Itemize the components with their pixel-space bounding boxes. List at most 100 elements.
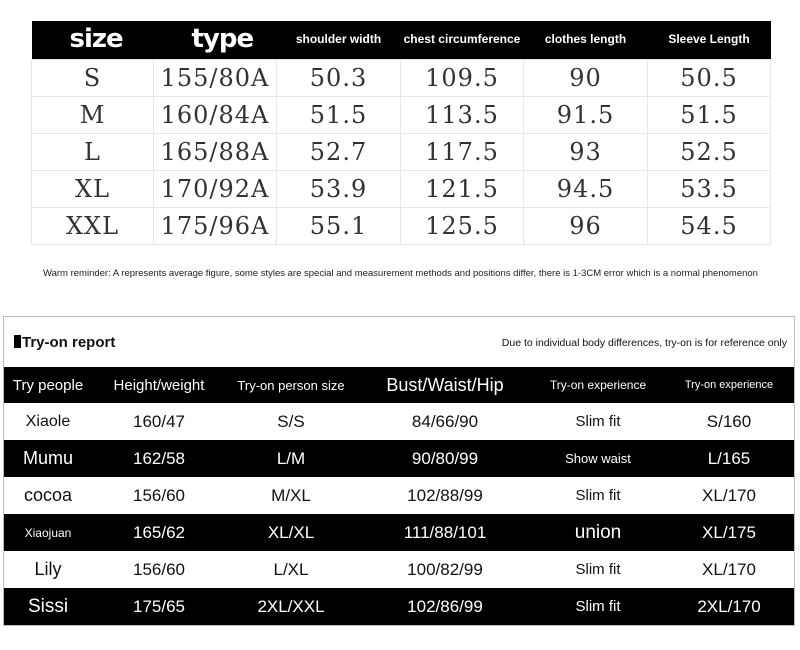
table-row: Sissi 175/65 2XL/XXL 102/86/99 Slim fit … (4, 588, 794, 625)
table-cell: 55.1 (276, 207, 401, 245)
table-cell: 96 (523, 207, 648, 245)
header-shoulder-width: shoulder width (276, 21, 401, 60)
table-cell: 51.5 (647, 96, 771, 134)
table-cell: Lily (4, 551, 92, 588)
header-chest-circumference: chest circumference (400, 21, 524, 60)
table-cell: 160/47 (92, 403, 226, 440)
report-header: Try-on report Due to individual body dif… (4, 317, 794, 367)
table-cell: 113.5 (400, 96, 524, 134)
table-row: Xiaole 160/47 S/S 84/66/90 Slim fit S/16… (4, 403, 794, 440)
table-cell: XL/XL (226, 514, 356, 551)
table-cell: 2XL/XXL (226, 588, 356, 625)
table-cell: Slim fit (534, 403, 662, 440)
table-cell: 93 (523, 133, 648, 171)
table-cell: 102/86/99 (356, 588, 534, 625)
table-cell: 91.5 (523, 96, 648, 134)
table-cell: S/S (226, 403, 356, 440)
table-row: Lily 156/60 L/XL 100/82/99 Slim fit XL/1… (4, 551, 794, 588)
table-cell: 50.3 (276, 59, 401, 97)
try-on-table: Try people Height/weight Try-on person s… (4, 367, 794, 625)
table-row: S 155/80A 50.3 109.5 90 50.5 (31, 59, 771, 97)
table-cell: 90 (523, 59, 648, 97)
table-cell: 155/80A (153, 59, 277, 97)
table-cell: 53.9 (276, 170, 401, 208)
table-cell: XL/175 (662, 514, 794, 551)
header-sleeve-length: Sleeve Length (647, 21, 771, 60)
table-cell: 94.5 (523, 170, 648, 208)
table-cell: XL/170 (662, 477, 794, 514)
table-cell: 2XL/170 (662, 588, 794, 625)
report-title: Try-on report (14, 334, 115, 351)
header-try-on-size: Try-on person size (226, 367, 356, 403)
table-cell: cocoa (4, 477, 92, 514)
table-row: XL 170/92A 53.9 121.5 94.5 53.5 (31, 170, 771, 208)
header-type: type (153, 21, 277, 60)
table-cell: Show waist (534, 440, 662, 477)
header-try-on-experience-2: Try-on experience (662, 367, 794, 403)
table-cell: 175/96A (153, 207, 277, 245)
table-row: XXL 175/96A 55.1 125.5 96 54.5 (31, 207, 771, 245)
table-row: M 160/84A 51.5 113.5 91.5 51.5 (31, 96, 771, 134)
warm-reminder-text: Warm reminder: A represents average figu… (43, 268, 758, 279)
table-cell: S/160 (662, 403, 794, 440)
try-on-header-row: Try people Height/weight Try-on person s… (4, 367, 794, 403)
table-cell: Xiaole (4, 403, 92, 440)
table-cell: 175/65 (92, 588, 226, 625)
table-row: L 165/88A 52.7 117.5 93 52.5 (31, 133, 771, 171)
table-cell: 117.5 (400, 133, 524, 171)
table-cell: XXL (31, 207, 154, 245)
table-cell: 52.5 (647, 133, 771, 171)
table-cell: XL (31, 170, 154, 208)
report-title-text: Try-on report (22, 334, 116, 351)
table-cell: 52.7 (276, 133, 401, 171)
bullet-icon (14, 335, 21, 348)
table-cell: 50.5 (647, 59, 771, 97)
size-chart-header-row: size type shoulder width chest circumfer… (31, 21, 771, 60)
table-cell: M (31, 96, 154, 134)
table-row: Mumu 162/58 L/M 90/80/99 Show waist L/16… (4, 440, 794, 477)
table-cell: L (31, 133, 154, 171)
table-cell: S (31, 59, 154, 97)
try-on-report: Try-on report Due to individual body dif… (3, 316, 795, 626)
table-cell: 100/82/99 (356, 551, 534, 588)
table-cell: Slim fit (534, 551, 662, 588)
report-note: Due to individual body differences, try-… (501, 337, 787, 349)
table-row: Xiaojuan 165/62 XL/XL 111/88/101 union X… (4, 514, 794, 551)
table-cell: 90/80/99 (356, 440, 534, 477)
table-cell: 125.5 (400, 207, 524, 245)
table-cell: 111/88/101 (356, 514, 534, 551)
table-cell: L/M (226, 440, 356, 477)
table-cell: L/165 (662, 440, 794, 477)
header-height-weight: Height/weight (92, 367, 226, 403)
table-cell: Slim fit (534, 477, 662, 514)
table-cell: union (534, 514, 662, 551)
table-cell: Sissi (4, 588, 92, 625)
table-cell: 102/88/99 (356, 477, 534, 514)
table-cell: 84/66/90 (356, 403, 534, 440)
table-cell: Xiaojuan (4, 514, 92, 551)
table-cell: 54.5 (647, 207, 771, 245)
size-chart-table: size type shoulder width chest circumfer… (31, 21, 771, 245)
table-cell: 160/84A (153, 96, 277, 134)
table-cell: 165/88A (153, 133, 277, 171)
header-try-people: Try people (4, 367, 92, 403)
table-cell: 121.5 (400, 170, 524, 208)
table-cell: 156/60 (92, 551, 226, 588)
header-clothes-length: clothes length (523, 21, 648, 60)
table-cell: 156/60 (92, 477, 226, 514)
header-size: size (31, 21, 154, 60)
table-cell: XL/170 (662, 551, 794, 588)
table-row: cocoa 156/60 M/XL 102/88/99 Slim fit XL/… (4, 477, 794, 514)
table-cell: Mumu (4, 440, 92, 477)
table-cell: 109.5 (400, 59, 524, 97)
table-cell: 170/92A (153, 170, 277, 208)
table-cell: 165/62 (92, 514, 226, 551)
table-cell: L/XL (226, 551, 356, 588)
table-cell: 162/58 (92, 440, 226, 477)
table-cell: 53.5 (647, 170, 771, 208)
table-cell: M/XL (226, 477, 356, 514)
header-bust-waist-hip: Bust/Waist/Hip (356, 367, 534, 403)
header-try-on-experience: Try-on experience (534, 367, 662, 403)
table-cell: Slim fit (534, 588, 662, 625)
table-cell: 51.5 (276, 96, 401, 134)
